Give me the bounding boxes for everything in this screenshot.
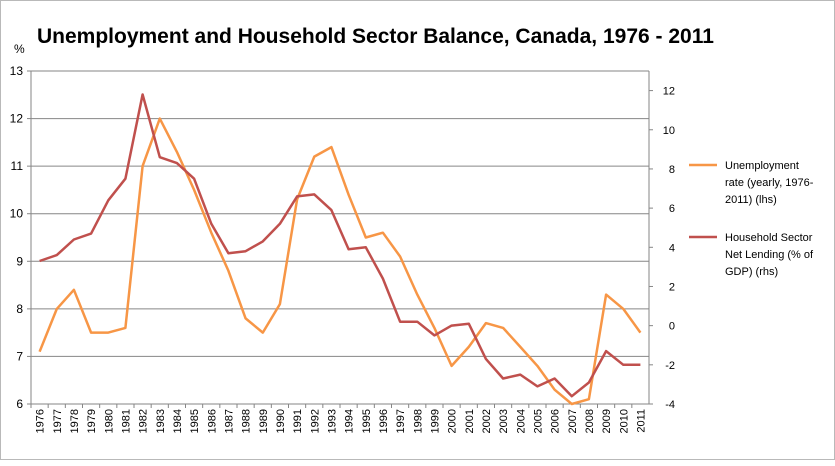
x-tick-label-1998: 1998: [412, 409, 424, 433]
x-tick-label-2000: 2000: [447, 409, 459, 433]
left-tick-label-6: 6: [16, 397, 23, 411]
x-tick-label-1982: 1982: [138, 409, 150, 433]
gridlines: [31, 70, 649, 405]
x-tick-label-2003: 2003: [498, 409, 510, 433]
x-tick-label-2011: 2011: [635, 409, 647, 433]
series-lines: [38, 93, 642, 406]
legend-label-unemployment-rate-line-1: Unemployment: [725, 160, 799, 172]
x-tick-label-2008: 2008: [584, 409, 596, 433]
x-tick-label-1988: 1988: [241, 409, 253, 433]
legend-label-unemployment-rate-line-3: 2011) (lhs): [725, 194, 777, 206]
x-tick-label-1990: 1990: [275, 409, 287, 433]
x-axis-ticks: 1976 1977 1978 1979 1980 1981 1982 1983 1984 1985…: [30, 404, 647, 433]
right-tick-label--2: -2: [665, 360, 675, 372]
right-tick-label-6: 6: [669, 203, 675, 215]
left-axis-unit-label: %: [14, 42, 25, 56]
legend-label-unemployment-rate-line-2: rate (yearly, 1976-: [725, 177, 814, 189]
right-tick-label-4: 4: [669, 242, 675, 254]
x-tick-label-1994: 1994: [344, 409, 356, 433]
x-tick-label-1995: 1995: [361, 409, 373, 433]
x-tick-label-1986: 1986: [206, 409, 218, 433]
chart-title: Unemployment and Household Sector Balanc…: [37, 25, 714, 48]
x-tick-label-2010: 2010: [618, 409, 630, 433]
x-tick-label-1979: 1979: [86, 409, 98, 433]
x-tick-label-1976: 1976: [35, 409, 47, 433]
x-tick-label-1980: 1980: [103, 409, 115, 433]
x-tick-label-2002: 2002: [481, 409, 493, 433]
x-tick-label-1992: 1992: [309, 409, 321, 433]
left-axis-ticks: 6 7 8 9 10 11 12 13: [10, 64, 31, 411]
left-tick-label-13: 13: [10, 64, 24, 78]
right-tick-label-10: 10: [663, 125, 675, 137]
x-tick-label-2005: 2005: [532, 409, 544, 433]
right-tick-label-12: 12: [663, 86, 675, 98]
x-tick-label-2004: 2004: [515, 409, 527, 433]
right-tick-label-8: 8: [669, 164, 675, 176]
legend: Unemployment rate (yearly, 1976- 2011) (lh…: [689, 160, 814, 278]
series-line-household-net-lending: [39, 93, 641, 398]
left-tick-label-11: 11: [11, 159, 24, 173]
x-tick-label-1981: 1981: [120, 409, 132, 433]
x-tick-label-1991: 1991: [292, 409, 304, 433]
x-tick-label-1977: 1977: [52, 409, 64, 433]
left-tick-label-12: 12: [10, 112, 24, 126]
x-tick-label-1983: 1983: [155, 409, 167, 433]
x-tick-label-1987: 1987: [223, 409, 235, 433]
axes: [30, 71, 650, 405]
x-tick-label-1997: 1997: [395, 409, 407, 433]
x-tick-label-1984: 1984: [172, 409, 184, 433]
x-tick-label-1978: 1978: [69, 409, 81, 433]
x-tick-label-1993: 1993: [326, 409, 338, 433]
right-tick-label-0: 0: [669, 321, 675, 333]
x-tick-label-1985: 1985: [189, 409, 201, 433]
x-tick-label-2006: 2006: [550, 409, 562, 433]
legend-label-household-net-lending-line-3: GDP) (rhs): [725, 266, 778, 278]
left-tick-label-8: 8: [16, 302, 23, 316]
left-tick-label-7: 7: [16, 349, 23, 363]
x-tick-label-1996: 1996: [378, 409, 390, 433]
right-axis-ticks: -4 -2 0 2 4 6 8 10 12: [649, 86, 675, 411]
x-tick-label-2001: 2001: [464, 409, 476, 433]
x-tick-label-2007: 2007: [567, 409, 579, 433]
legend-label-household-net-lending-line-1: Household Sector: [725, 232, 813, 244]
series-line-unemployment-rate: [38, 117, 642, 406]
x-tick-label-1989: 1989: [258, 409, 270, 433]
legend-label-household-net-lending-line-2: Net Lending (% of: [725, 249, 814, 261]
x-tick-label-2009: 2009: [601, 409, 613, 433]
right-tick-label--4: -4: [665, 399, 675, 411]
left-tick-label-10: 10: [10, 207, 24, 221]
right-tick-label-2: 2: [669, 281, 675, 293]
left-tick-label-9: 9: [16, 254, 23, 268]
x-tick-label-1999: 1999: [429, 409, 441, 433]
